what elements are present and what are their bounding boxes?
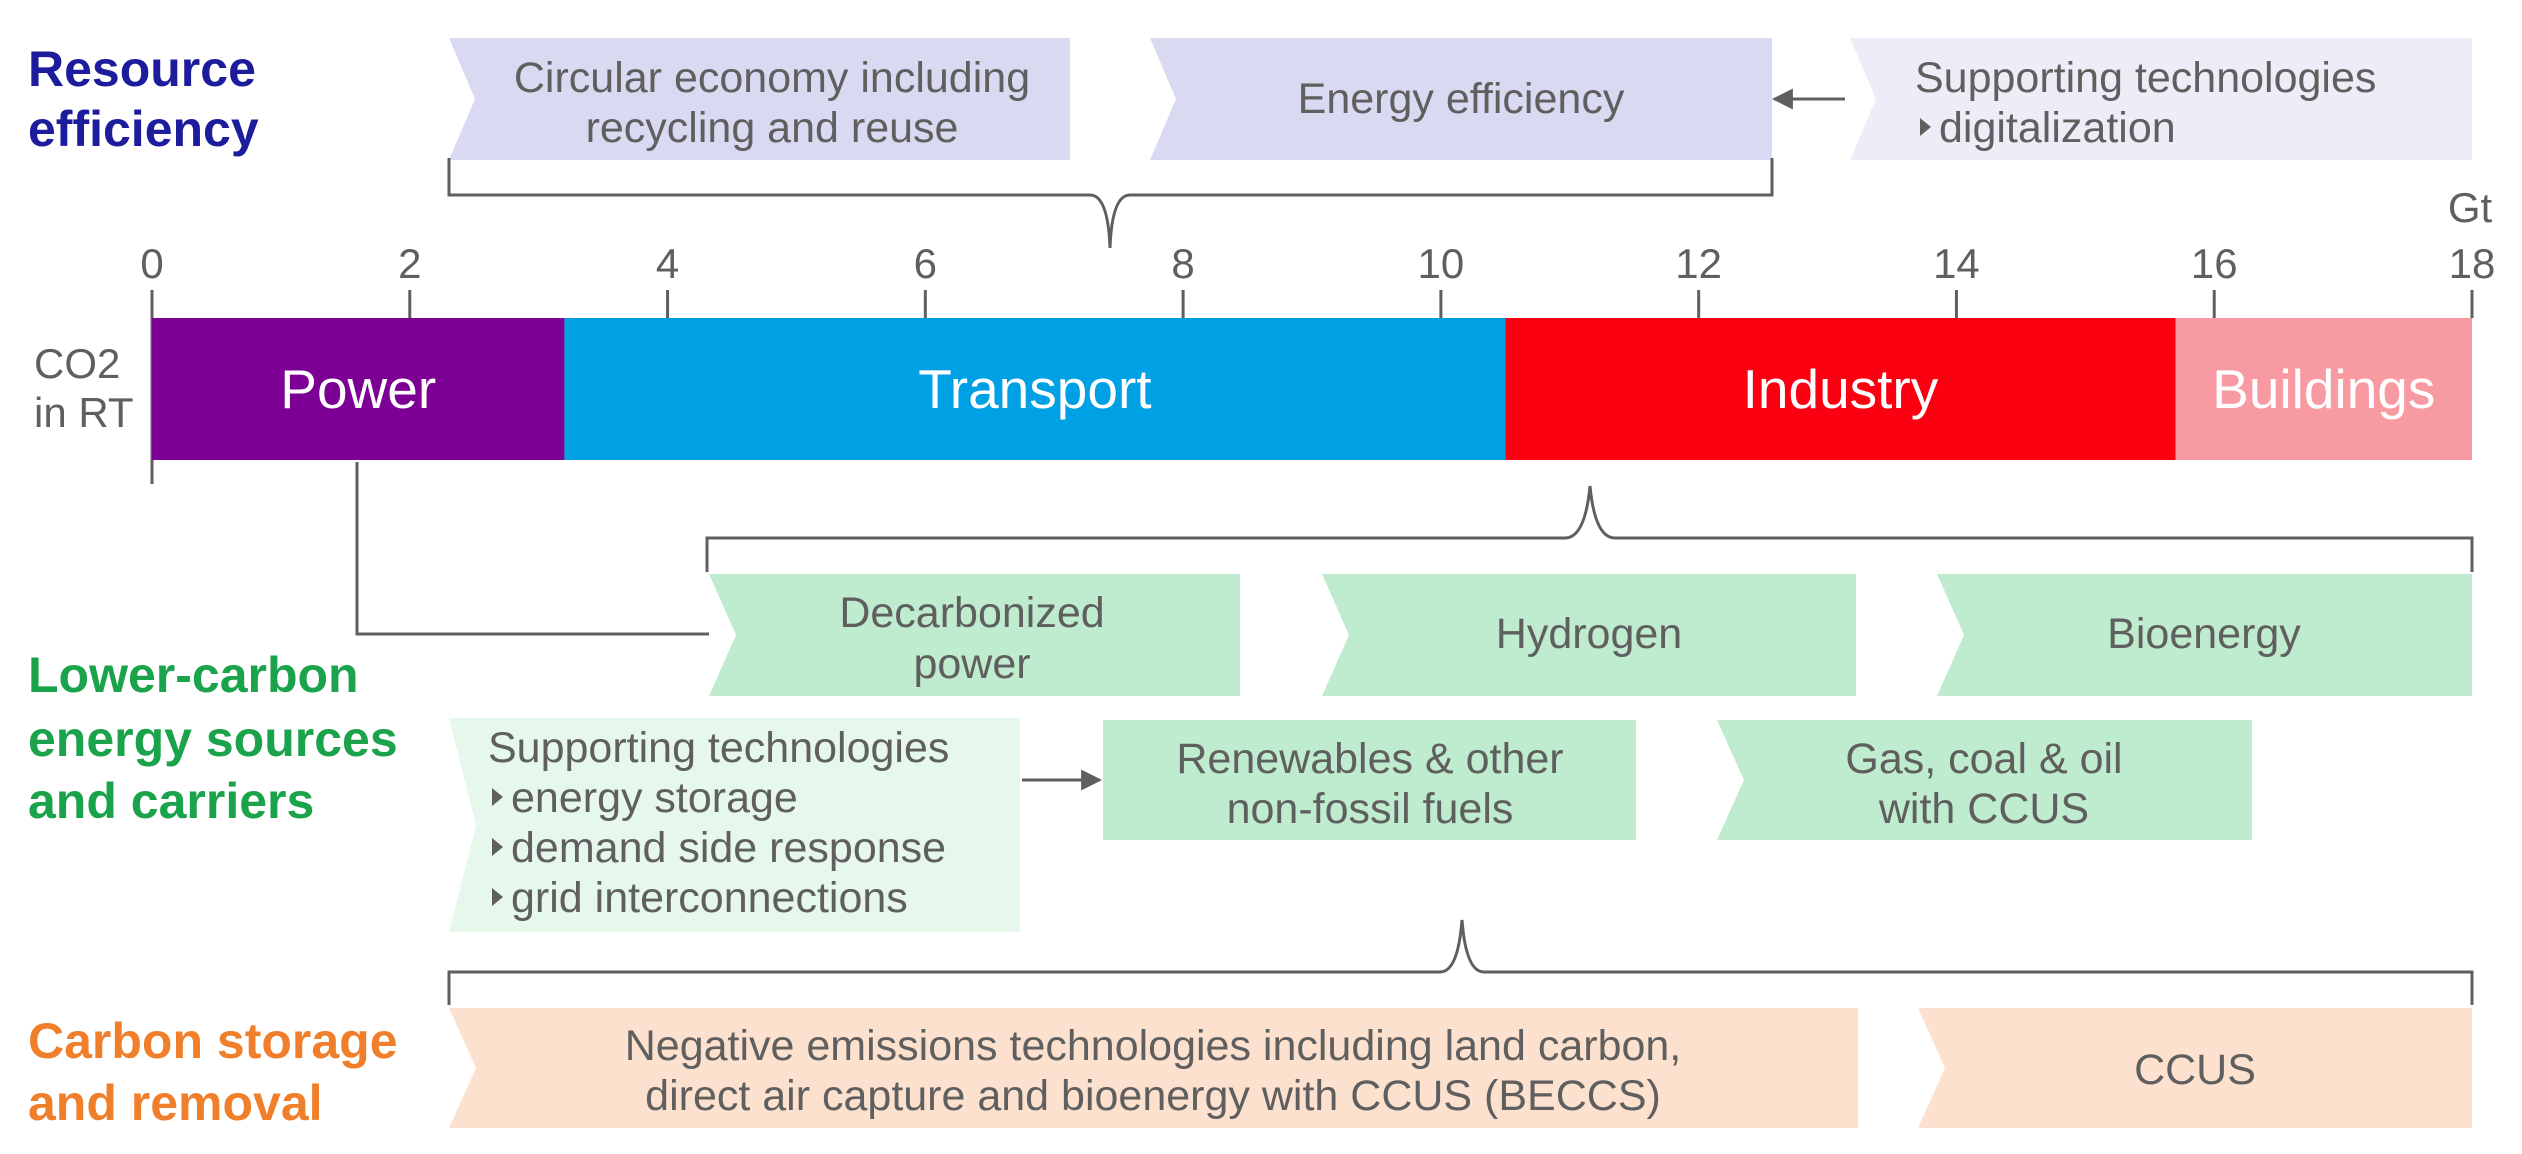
- brace-lower-sources: [705, 485, 2474, 572]
- box-supporting-digital-shape: [1850, 38, 2472, 160]
- axis-tick-label: 12: [1675, 240, 1722, 287]
- box-negative-emissions: Negative emissions technologies includin…: [449, 1008, 1858, 1128]
- box-hydrogen: Hydrogen: [1322, 574, 1856, 696]
- category-lower-line3: and carriers: [28, 773, 314, 829]
- bar-label-line1: CO2: [34, 340, 120, 387]
- box-supporting-digitalization: Supporting technologies digitalization: [1850, 38, 2472, 160]
- category-storage-line1: Carbon storage: [28, 1013, 398, 1069]
- axis-tick-label: 0: [140, 240, 163, 287]
- box-renewables-shape: [1103, 720, 1636, 840]
- box-renewables-line1: Renewables & other: [1176, 735, 1563, 783]
- box-negative-shape: [449, 1008, 1858, 1128]
- box-gas-shape: [1717, 720, 2252, 840]
- bar-segment-label-power: Power: [280, 358, 436, 420]
- axis-tick-label: 18: [2449, 240, 2496, 287]
- box-negative-line2: direct air capture and bioenergy with CC…: [645, 1072, 1661, 1120]
- box-negative-line1: Negative emissions technologies includin…: [625, 1022, 1682, 1070]
- category-lower-line2: energy sources: [28, 711, 398, 767]
- box-decarbonized-line2: power: [913, 640, 1030, 688]
- axis-tick-label: 16: [2191, 240, 2238, 287]
- box-bioenergy-line1: Bioenergy: [2107, 610, 2301, 658]
- box-circular-line1: Circular economy including: [514, 54, 1030, 102]
- box-supporting-lower-line3: demand side response: [511, 824, 946, 872]
- axis-tick-label: 4: [656, 240, 679, 287]
- axis-tick-label: 8: [1171, 240, 1194, 287]
- bar-segment-industry: [1505, 318, 2176, 460]
- category-resource-efficiency: Resource efficiency: [28, 41, 259, 157]
- axis-tick-label: 14: [1933, 240, 1980, 287]
- axis-ticks: 0 2 4 6 8 10 12 14 16 18: [140, 240, 2495, 318]
- triangle-bullet-icon: [492, 838, 503, 856]
- box-hydrogen-line1: Hydrogen: [1496, 610, 1682, 658]
- box-gas-coal-oil: Gas, coal & oil with CCUS: [1717, 720, 2252, 840]
- co2-bar: Power Transport Industry Buildings: [152, 318, 2472, 460]
- box-circular-shape: [449, 38, 1070, 160]
- box-decarbonized-line1: Decarbonized: [839, 589, 1104, 637]
- category-resource-line2: efficiency: [28, 101, 259, 157]
- axis-tick-label: 2: [398, 240, 421, 287]
- box-renewables: Renewables & other non-fossil fuels: [1103, 720, 1636, 840]
- box-supporting-digital-line1: Supporting technologies: [1915, 54, 2376, 102]
- triangle-bullet-icon: [1920, 118, 1931, 136]
- brace-carbon-storage: [447, 919, 2474, 1005]
- box-gas-line2: with CCUS: [1878, 785, 2089, 833]
- box-bioenergy-shape: [1937, 574, 2472, 696]
- axis-tick-label: 10: [1418, 240, 1465, 287]
- category-storage-line2: and removal: [28, 1075, 323, 1131]
- box-renewables-line2: non-fossil fuels: [1227, 785, 1514, 833]
- box-gas-line1: Gas, coal & oil: [1845, 735, 2122, 783]
- triangle-bullet-icon: [492, 888, 503, 906]
- category-resource-line1: Resource: [28, 41, 256, 97]
- box-ccus: CCUS: [1918, 1008, 2472, 1128]
- box-supporting-lower-line1: Supporting technologies: [488, 724, 949, 772]
- bar-segment-label-transport: Transport: [918, 358, 1151, 420]
- box-efficiency-line1: Energy efficiency: [1298, 75, 1625, 123]
- box-circular-line2: recycling and reuse: [586, 104, 959, 152]
- axis-unit: Gt: [2448, 184, 2493, 231]
- box-supporting-lower-line2: energy storage: [511, 774, 798, 822]
- box-ccus-shape: [1918, 1008, 2472, 1128]
- box-decarbonized-power: Decarbonized power: [709, 574, 1240, 696]
- box-efficiency-shape: [1150, 38, 1772, 160]
- bar-segment-buildings: [2175, 318, 2472, 460]
- box-supporting-digital-line2: digitalization: [1939, 104, 2176, 152]
- bar-segment-label-industry: Industry: [1743, 358, 1939, 420]
- category-lower-carbon: Lower-carbon energy sources and carriers: [28, 647, 398, 829]
- box-bioenergy: Bioenergy: [1937, 574, 2472, 696]
- box-ccus-line1: CCUS: [2134, 1046, 2256, 1094]
- triangle-bullet-icon: [492, 788, 503, 806]
- category-carbon-storage: Carbon storage and removal: [28, 1013, 398, 1131]
- axis-tick-label: 6: [914, 240, 937, 287]
- connector-power-decarbonized: [355, 462, 709, 636]
- bar-segment-power: [152, 318, 565, 460]
- box-energy-efficiency: Energy efficiency: [1150, 38, 1772, 160]
- box-supporting-lower: Supporting technologies energy storage d…: [449, 718, 1020, 932]
- box-supporting-lower-line4: grid interconnections: [511, 874, 908, 922]
- bar-segment-label-buildings: Buildings: [2212, 358, 2435, 420]
- box-decarbonized-shape: [709, 574, 1240, 696]
- box-circular-economy: Circular economy including recycling and…: [449, 38, 1070, 160]
- bar-label-line2: in RT: [34, 389, 134, 436]
- brace-resource: [447, 158, 1774, 249]
- box-supporting-lower-shape: [449, 718, 1020, 932]
- box-hydrogen-shape: [1322, 574, 1856, 696]
- bar-segment-transport: [564, 318, 1506, 460]
- category-lower-line1: Lower-carbon: [28, 647, 359, 703]
